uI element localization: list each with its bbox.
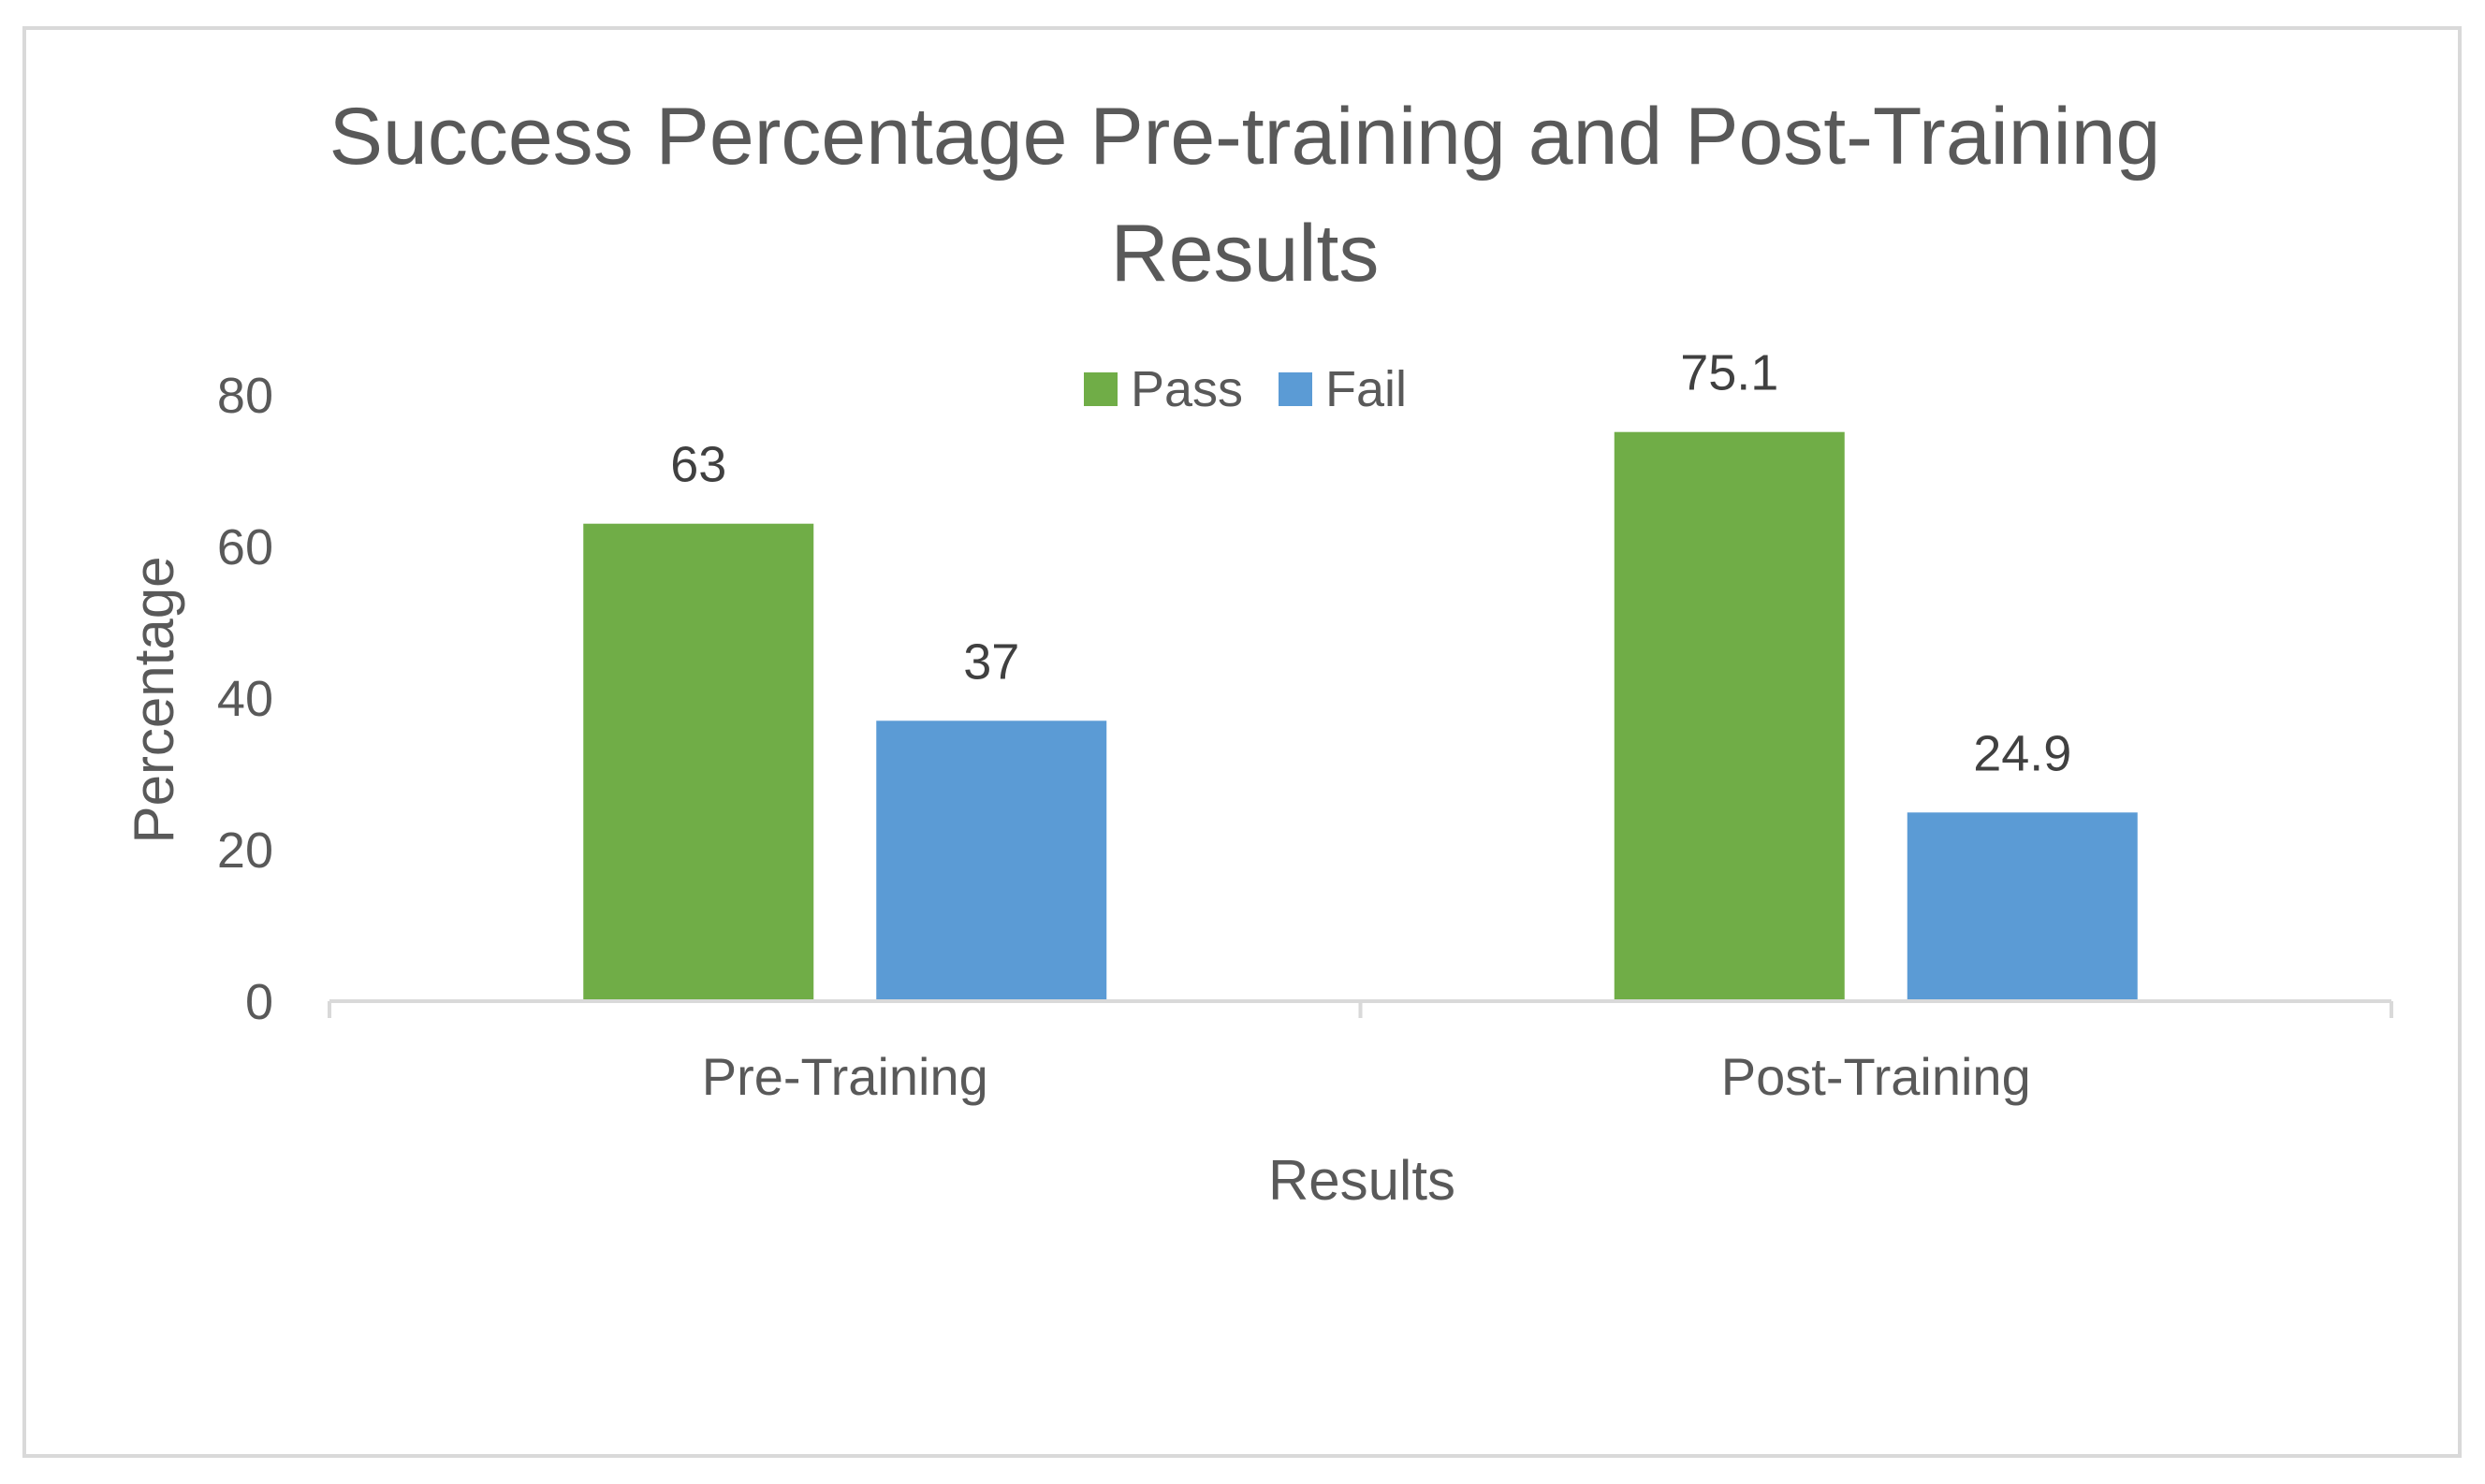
y-axis-ticks: 0 20 40 60 80 [217,368,273,1030]
y-tick-label: 40 [217,671,273,727]
legend: Pass Fail [1084,361,1407,417]
data-label: 75.1 [1680,345,1778,401]
bar-pass [583,523,814,1001]
chart-title-line2: Results [1111,209,1380,298]
data-label: 24.9 [1973,725,2071,781]
y-tick-label: 60 [217,519,273,575]
legend-label-pass: Pass [1131,361,1243,417]
bar-fail [876,720,1107,1001]
x-axis: Pre-Training Post-Training [328,999,2393,1106]
bar-fail [1907,812,2138,1001]
chart-frame [22,26,2462,1458]
legend-swatch-fail [1279,372,1312,406]
y-tick-label: 20 [217,822,273,879]
legend-label-fail: Fail [1325,361,1407,417]
data-label: 37 [963,633,1019,690]
x-tick-label: Pre-Training [702,1047,988,1106]
y-tick-label: 0 [245,974,273,1030]
data-labels: 63 37 75.1 24.9 [670,345,2071,782]
y-tick-label: 80 [217,368,273,424]
bar-pass [1614,431,1845,1001]
x-tick-label: Post-Training [1721,1047,2031,1106]
bars [583,431,2138,1001]
chart-title: Success Percentage Pre-training and Post… [329,92,2161,182]
x-axis-title: Results [1268,1149,1455,1212]
legend-swatch-pass [1084,372,1118,406]
y-axis-title: Percentage [123,557,185,844]
data-label: 63 [670,437,726,493]
